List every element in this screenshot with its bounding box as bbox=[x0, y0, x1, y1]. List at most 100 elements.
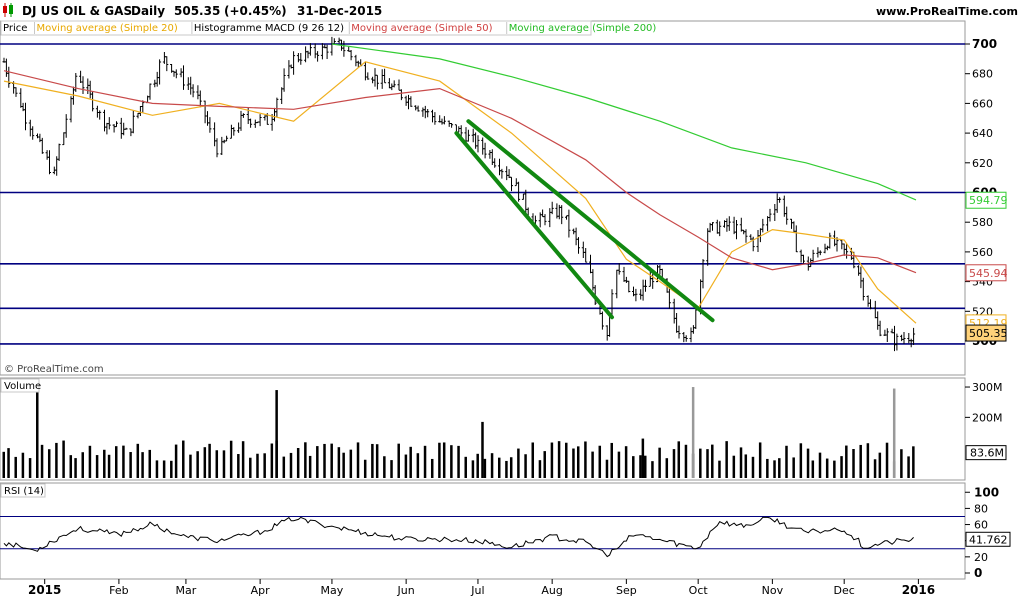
axis-layer: 500520540560580600620640660680700594.795… bbox=[28, 37, 1011, 597]
rsi-tick-label: 80 bbox=[974, 502, 988, 515]
header-bar bbox=[0, 0, 1024, 21]
volume-bar bbox=[215, 450, 219, 478]
price-bar bbox=[292, 51, 296, 75]
volume-bar bbox=[483, 458, 487, 478]
volume-bar bbox=[438, 442, 441, 478]
volume-bar bbox=[129, 452, 132, 478]
price-layer bbox=[0, 36, 965, 352]
volume-spike bbox=[36, 387, 39, 478]
volume-bar bbox=[349, 449, 353, 478]
legend-item-1: Moving average (Simple 20) bbox=[37, 23, 178, 34]
volume-bar bbox=[598, 445, 602, 478]
volume-bar bbox=[337, 447, 341, 478]
price-bar bbox=[634, 288, 638, 302]
price-bar bbox=[241, 113, 245, 118]
price-bar bbox=[191, 84, 195, 98]
rsi-panel bbox=[0, 482, 966, 580]
volume-bar bbox=[7, 448, 10, 478]
price-bar bbox=[543, 214, 547, 226]
volume-bar bbox=[416, 453, 420, 478]
volume-bar bbox=[203, 447, 207, 478]
volume-bar bbox=[833, 460, 836, 478]
price-bar bbox=[617, 263, 621, 275]
volume-bar bbox=[644, 455, 647, 478]
volume-bar bbox=[672, 449, 676, 478]
trendline-0[interactable] bbox=[454, 131, 614, 320]
price-bar bbox=[98, 110, 102, 120]
volume-bar bbox=[390, 460, 393, 478]
volume-bar bbox=[95, 455, 99, 478]
price-bar bbox=[57, 143, 61, 161]
volume-bar bbox=[450, 445, 453, 478]
volume-bar bbox=[263, 453, 266, 478]
month-label: Feb bbox=[109, 584, 128, 597]
price-bar bbox=[14, 87, 18, 97]
price-bar bbox=[818, 250, 822, 256]
price-bar bbox=[751, 236, 755, 252]
value-label: 594.79 bbox=[969, 194, 1008, 207]
volume-bar bbox=[136, 443, 140, 478]
price-tick-label: 560 bbox=[972, 246, 993, 259]
price-tick-label: 680 bbox=[972, 68, 993, 81]
volume-bar bbox=[699, 448, 702, 478]
price-bar bbox=[718, 221, 722, 237]
legend-item-2: Histogramme MACD (9 26 12) bbox=[194, 23, 344, 34]
price-bar bbox=[476, 135, 480, 153]
price-bar bbox=[375, 74, 379, 90]
rsi-line bbox=[3, 516, 914, 558]
volume-bar bbox=[430, 458, 434, 478]
price-bar bbox=[74, 73, 78, 92]
volume-bar bbox=[739, 447, 743, 478]
price-bar bbox=[560, 205, 564, 225]
volume-bar bbox=[744, 454, 748, 478]
volume-bar bbox=[900, 449, 903, 478]
price-bar bbox=[735, 220, 738, 240]
volume-bar bbox=[818, 452, 822, 478]
rsi-title-box bbox=[0, 483, 46, 498]
trendline-1[interactable] bbox=[466, 119, 715, 323]
period-label: Daily bbox=[131, 4, 165, 18]
price-bar bbox=[483, 142, 487, 159]
volume-bar bbox=[162, 460, 166, 478]
volume-bar bbox=[241, 441, 245, 478]
volume-bar bbox=[658, 447, 661, 478]
price-bar bbox=[701, 259, 705, 289]
price-bar bbox=[81, 76, 85, 94]
volume-bar bbox=[270, 443, 274, 478]
price-bar bbox=[466, 129, 470, 142]
volume-bar bbox=[799, 443, 803, 478]
price-bar bbox=[778, 197, 782, 203]
volume-bar bbox=[409, 446, 412, 478]
volume-bar bbox=[21, 452, 25, 478]
rsi-tick-label: 20 bbox=[974, 551, 988, 564]
price-tick-label: 580 bbox=[972, 216, 993, 229]
volume-title: Volume bbox=[4, 381, 41, 392]
price-bars bbox=[2, 36, 916, 352]
volume-title-box bbox=[0, 378, 40, 393]
volume-bar bbox=[624, 446, 628, 478]
volume-bar bbox=[859, 444, 862, 478]
price-bar bbox=[794, 225, 798, 253]
volume-bar bbox=[825, 458, 829, 478]
volume-bar bbox=[62, 440, 65, 478]
volume-bar bbox=[725, 441, 728, 478]
site-link[interactable]: www.ProRealTime.com bbox=[876, 5, 1018, 18]
price-bar bbox=[627, 280, 631, 293]
volume-bar bbox=[229, 440, 233, 478]
volume-bar bbox=[155, 460, 159, 478]
volume-bar bbox=[718, 460, 721, 478]
volume-bar bbox=[845, 445, 848, 478]
volume-bar bbox=[14, 456, 17, 478]
price-bar bbox=[433, 112, 437, 125]
price-bar bbox=[600, 311, 604, 330]
price-bar bbox=[349, 50, 353, 61]
month-label: Mar bbox=[176, 584, 197, 597]
rsi-tick-label: 0 bbox=[974, 566, 982, 580]
volume-spike bbox=[892, 388, 896, 478]
price-bar bbox=[426, 109, 430, 118]
volume-bar bbox=[617, 451, 621, 478]
price-bar bbox=[215, 138, 219, 158]
value-label: 505.35 bbox=[969, 327, 1008, 340]
volume-bar bbox=[423, 445, 427, 478]
